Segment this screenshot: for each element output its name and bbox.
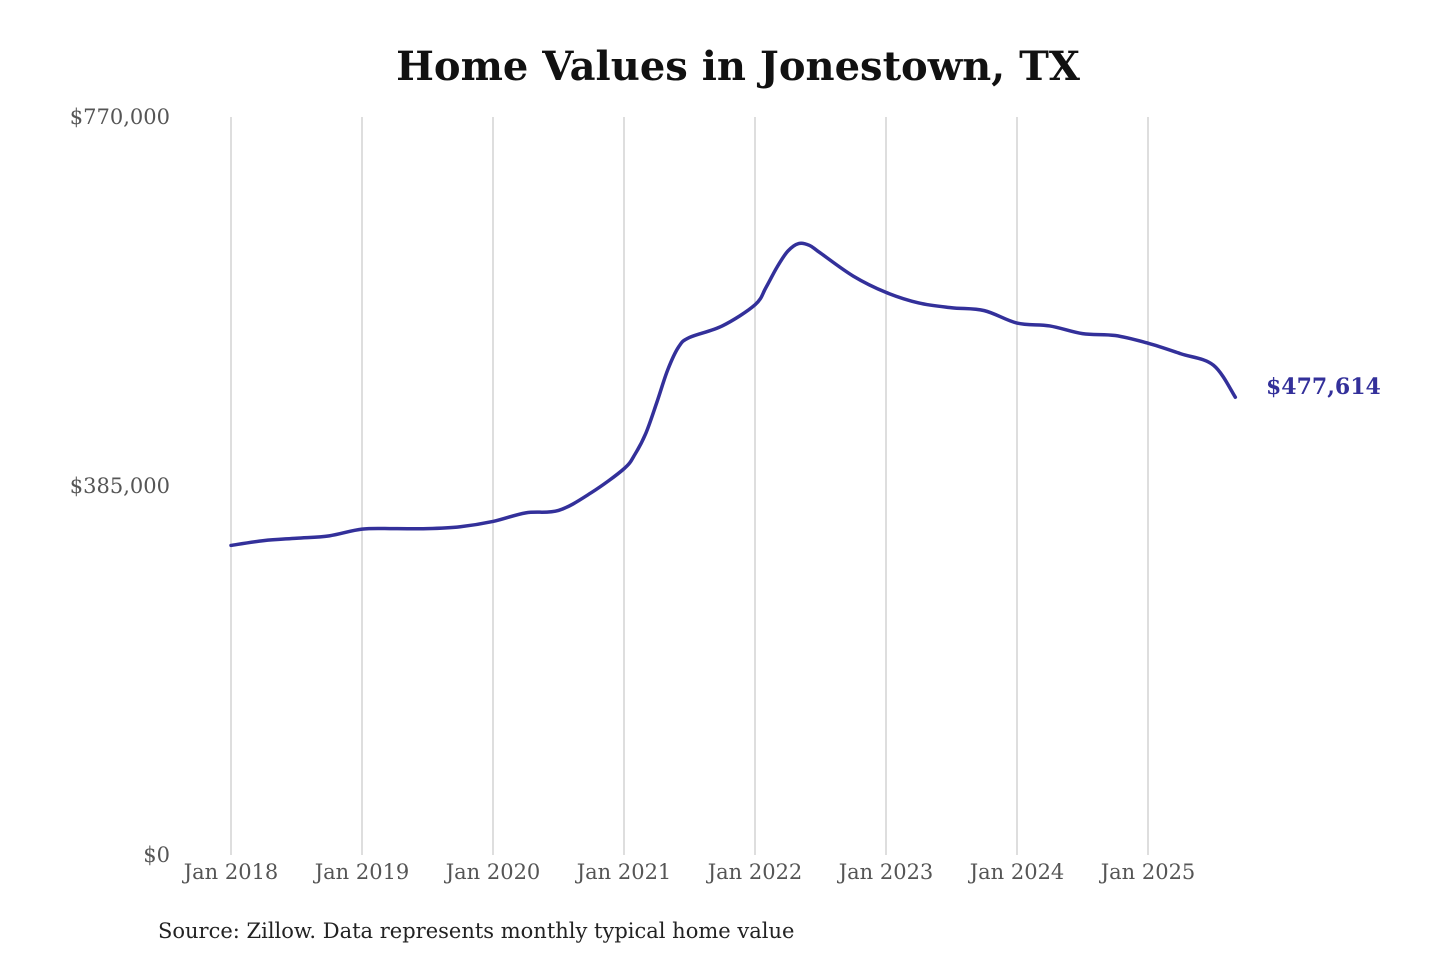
end-value-label: $477,614 bbox=[1266, 374, 1381, 400]
chart-title: Home Values in Jonestown, TX bbox=[396, 43, 1080, 90]
x-tick-label: Jan 2024 bbox=[968, 860, 1065, 884]
x-tick-label: Jan 2025 bbox=[1099, 860, 1196, 884]
y-tick-label: $0 bbox=[143, 843, 170, 867]
x-tick-label: Jan 2023 bbox=[837, 860, 934, 884]
x-tick-label: Jan 2018 bbox=[182, 860, 279, 884]
series-line-home-value bbox=[229, 241, 1238, 548]
x-axis-ticks: Jan 2018 Jan 2019 Jan 2020 Jan 2021 Jan 2022… bbox=[182, 860, 1196, 884]
grid-lines bbox=[230, 117, 1149, 855]
y-axis-ticks: $770,000 $385,000 $0 bbox=[70, 105, 170, 867]
x-tick-label: Jan 2021 bbox=[575, 860, 672, 884]
source-note: Source: Zillow. Data represents monthly … bbox=[158, 919, 794, 943]
x-tick-label: Jan 2020 bbox=[444, 860, 541, 884]
y-tick-label: $770,000 bbox=[70, 105, 170, 129]
x-tick-label: Jan 2019 bbox=[313, 860, 410, 884]
x-tick-label: Jan 2022 bbox=[706, 860, 803, 884]
y-tick-label: $385,000 bbox=[70, 474, 170, 498]
